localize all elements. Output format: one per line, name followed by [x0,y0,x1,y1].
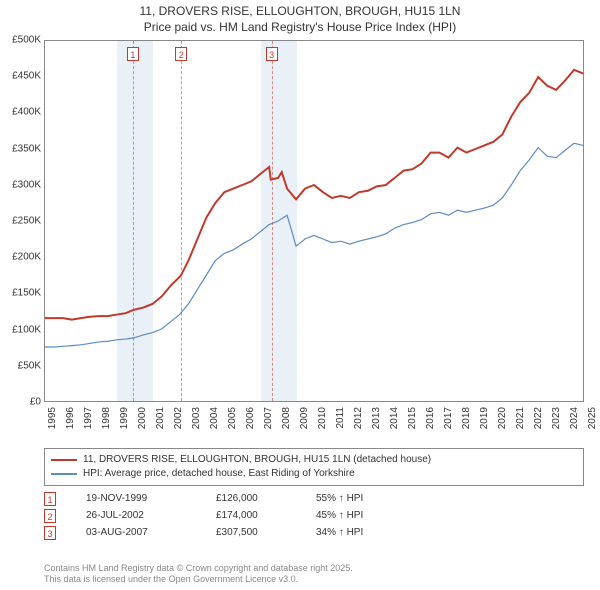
x-tick-label: 2014 [389,407,400,429]
x-tick-label: 1997 [83,407,94,429]
y-tick-label: £200K [12,252,41,263]
y-tick-label: £500K [12,35,41,46]
x-tick-label: 2000 [137,407,148,429]
x-tick-label: 1995 [47,407,58,429]
chart-plot-area: 1 2 3 [44,40,584,402]
x-tick-label: 2008 [281,407,292,429]
footer-line-1: Contains HM Land Registry data © Crown c… [44,563,590,574]
x-tick-label: 2015 [407,407,418,429]
y-axis: £0£50K£100K£150K£200K£250K£300K£350K£400… [0,40,44,402]
x-tick-label: 2024 [569,407,580,429]
title-line-2: Price paid vs. HM Land Registry's House … [10,20,590,36]
x-tick-label: 2017 [443,407,454,429]
series-line-hpi [45,143,583,347]
x-tick-label: 2002 [173,407,184,429]
x-tick-label: 2010 [317,407,328,429]
x-tick-label: 2005 [227,407,238,429]
x-tick-label: 2001 [155,407,166,429]
sale-marker-label: 1 [127,47,139,61]
x-tick-label: 2023 [551,407,562,429]
y-tick-label: £150K [12,288,41,299]
y-tick-label: £450K [12,71,41,82]
sale-date: 26-JUL-2002 [86,507,216,524]
sale-vs-hpi: 55% ↑ HPI [316,490,456,507]
sale-row-marker: 3 [44,526,56,540]
sale-price: £126,000 [216,490,316,507]
sale-marker-line [133,41,134,401]
title-line-1: 11, DROVERS RISE, ELLOUGHTON, BROUGH, HU… [10,4,590,20]
x-tick-label: 2019 [479,407,490,429]
x-tick-label: 2011 [335,407,346,429]
sale-price: £174,000 [216,507,316,524]
y-tick-label: £50K [18,360,41,371]
legend-row: HPI: Average price, detached house, East… [51,467,577,481]
legend-label: 11, DROVERS RISE, ELLOUGHTON, BROUGH, HU… [83,453,431,467]
x-tick-label: 2016 [425,407,436,429]
sale-marker-line [181,41,182,401]
chart-legend: 11, DROVERS RISE, ELLOUGHTON, BROUGH, HU… [44,448,584,486]
legend-row: 11, DROVERS RISE, ELLOUGHTON, BROUGH, HU… [51,453,577,467]
y-tick-label: £250K [12,216,41,227]
x-tick-label: 2009 [299,407,310,429]
sale-marker-label: 2 [175,47,187,61]
x-tick-label: 2020 [497,407,508,429]
x-tick-label: 1999 [119,407,130,429]
x-tick-label: 2006 [245,407,256,429]
sales-table: 1 19-NOV-1999£126,00055% ↑ HPI 2 26-JUL-200… [44,490,456,541]
x-tick-label: 2021 [515,407,526,429]
chart-lines [45,41,583,401]
y-tick-label: £400K [12,107,41,118]
x-tick-label: 2003 [191,407,202,429]
y-tick-label: £350K [12,143,41,154]
series-line-subject [45,70,583,320]
y-tick-label: £300K [12,179,41,190]
sale-date: 03-AUG-2007 [86,524,216,541]
sale-marker-line [272,41,273,401]
x-tick-label: 2004 [209,407,220,429]
x-tick-label: 2007 [263,407,274,429]
legend-swatch [51,473,77,475]
sale-row: 1 19-NOV-1999£126,00055% ↑ HPI [44,490,456,507]
footer-line-2: This data is licensed under the Open Gov… [44,574,590,585]
x-tick-label: 2022 [533,407,544,429]
y-tick-label: £100K [12,324,41,335]
x-tick-label: 2012 [353,407,364,429]
y-tick-label: £0 [30,397,41,408]
chart-title: 11, DROVERS RISE, ELLOUGHTON, BROUGH, HU… [0,0,600,37]
sale-vs-hpi: 34% ↑ HPI [316,524,456,541]
legend-swatch [51,459,77,461]
sale-price: £307,500 [216,524,316,541]
x-tick-label: 2013 [371,407,382,429]
x-tick-label: 1996 [65,407,76,429]
sale-vs-hpi: 45% ↑ HPI [316,507,456,524]
x-tick-label: 2018 [461,407,472,429]
x-tick-label: 2025 [587,407,598,429]
x-tick-label: 1998 [101,407,112,429]
attribution-footer: Contains HM Land Registry data © Crown c… [44,563,590,586]
sale-row: 2 26-JUL-2002£174,00045% ↑ HPI [44,507,456,524]
sale-row-marker: 2 [44,509,56,523]
legend-label: HPI: Average price, detached house, East… [83,467,355,481]
sale-marker-label: 3 [266,47,278,61]
x-axis: 1995 1996 1997 1998 1999 2000 2001 2002 2003 2004… [44,404,584,448]
sale-row-marker: 1 [44,492,56,506]
sale-row: 3 03-AUG-2007£307,50034% ↑ HPI [44,524,456,541]
sale-date: 19-NOV-1999 [86,490,216,507]
